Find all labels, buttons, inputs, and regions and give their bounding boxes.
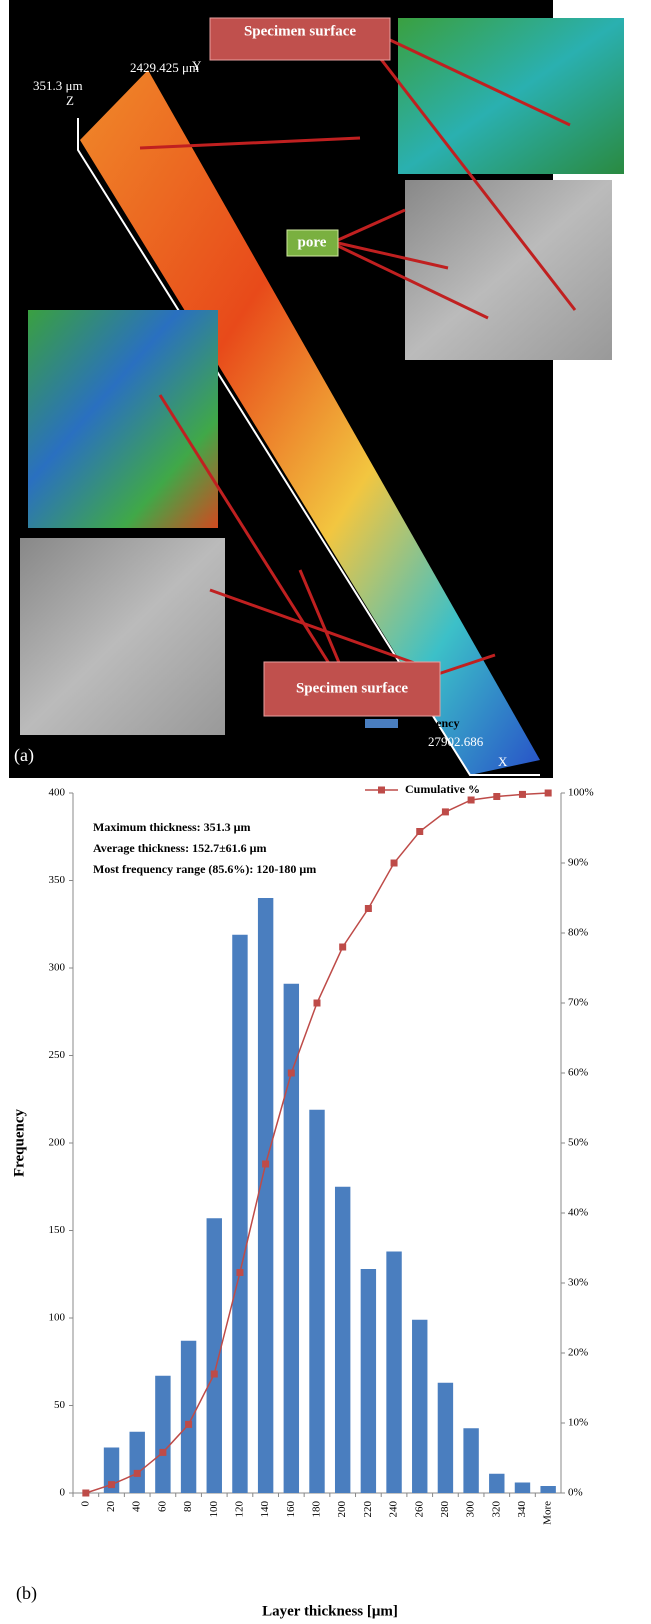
bar [463,1428,478,1493]
panel-a: Specimen surface pore Specimen surface 3… [9,0,624,780]
annotation: Maximum thickness: 351.3 μm [93,820,250,834]
x-tick-label: 160 [285,1501,297,1518]
line-marker [519,791,526,798]
line-marker [416,828,423,835]
x-tick-label: 100 [208,1501,220,1518]
callout: Specimen surface [244,23,356,39]
axis-label: X [498,754,508,769]
x-tick-label: 80 [182,1501,194,1513]
bar [540,1486,555,1493]
y-tick-label: 200 [49,1137,66,1149]
line-marker [493,793,500,800]
line-marker [159,1449,166,1456]
y-tick-label: 350 [49,874,66,886]
line-marker [365,905,372,912]
y2-tick-label: 50% [568,1137,588,1149]
x-tick-label: 240 [388,1501,400,1518]
x-tick-label: 340 [516,1501,528,1518]
callout: pore [298,234,327,250]
legend-label: Cumulative % [405,782,480,796]
surface-map [28,310,218,528]
y2-tick-label: 10% [568,1417,588,1429]
axis-label: 2429.425 μm [130,60,199,75]
bar [258,898,273,1493]
x-tick-label: 180 [311,1501,323,1518]
legend-swatch [365,719,398,728]
x-tick-label: 120 [233,1501,245,1518]
bar [130,1432,145,1493]
line-marker [545,790,552,797]
y2-tick-label: 90% [568,857,588,869]
y-tick-label: 100 [49,1312,66,1324]
y2-tick-label: 30% [568,1277,588,1289]
callout: Specimen surface [296,680,408,696]
legend-swatch [378,787,385,794]
line-marker [442,808,449,815]
line-marker [339,944,346,951]
x-tick-label: 60 [156,1501,168,1513]
y2-tick-label: 60% [568,1067,588,1079]
legend-label: Frequency [405,716,459,730]
axis-label: 27902.686 [428,734,484,749]
line-marker [185,1421,192,1428]
x-tick-label: 260 [413,1501,425,1518]
bar [335,1187,350,1493]
y2-tick-label: 20% [568,1347,588,1359]
x-axis-title: Layer thickness [μm] [262,1603,398,1619]
bar [386,1252,401,1494]
bar [412,1320,427,1493]
line-marker [134,1470,141,1477]
bar [232,935,247,1493]
x-tick-label: 280 [439,1501,451,1518]
bar [438,1383,453,1493]
y-tick-label: 50 [54,1399,66,1411]
y-axis-title: Frequency [11,1108,27,1177]
bar [361,1269,376,1493]
x-tick-label: 320 [490,1501,502,1518]
line-marker [211,1371,218,1378]
annotation: Most frequency range (85.6%): 120-180 μm [93,862,316,876]
bar [515,1483,530,1494]
x-tick-label: 40 [131,1501,143,1513]
y2-tick-label: 0% [568,1487,583,1499]
line-marker [262,1161,269,1168]
axis-label: Z [66,93,74,108]
y-tick-label: 400 [49,787,66,799]
bar [155,1376,170,1493]
x-tick-label: 220 [362,1501,374,1518]
x-tick-label: More [542,1501,554,1525]
x-tick-label: 0 [79,1501,91,1507]
axis-label: Y [192,58,202,73]
y-tick-label: 0 [60,1487,66,1499]
annotation: Average thickness: 152.7±61.6 μm [93,841,266,855]
line-marker [236,1269,243,1276]
line-marker [108,1481,115,1488]
panel-label: (b) [16,1583,37,1604]
y-tick-label: 300 [49,962,66,974]
bar [181,1341,196,1493]
x-tick-label: 20 [105,1501,117,1513]
x-tick-label: 200 [336,1501,348,1518]
y-tick-label: 150 [49,1224,66,1236]
line-marker [314,1000,321,1007]
line-marker [391,860,398,867]
figure: Specimen surface pore Specimen surface 3… [0,0,651,1624]
line-marker [288,1070,295,1077]
surface-photo [405,180,612,360]
y2-tick-label: 70% [568,997,588,1009]
y-tick-label: 250 [49,1049,66,1061]
surface-photo [20,538,225,735]
line-marker [82,1490,89,1497]
x-tick-label: 140 [259,1501,271,1518]
axis-label: 351.3 μm [33,78,83,93]
x-tick-label: 300 [465,1501,477,1518]
bar [309,1110,324,1493]
panel-label: (a) [14,745,34,766]
y2-tick-label: 100% [568,787,594,799]
y2-tick-label: 40% [568,1207,588,1219]
y2-tick-label: 80% [568,927,588,939]
line-marker [468,797,475,804]
bar [489,1474,504,1493]
